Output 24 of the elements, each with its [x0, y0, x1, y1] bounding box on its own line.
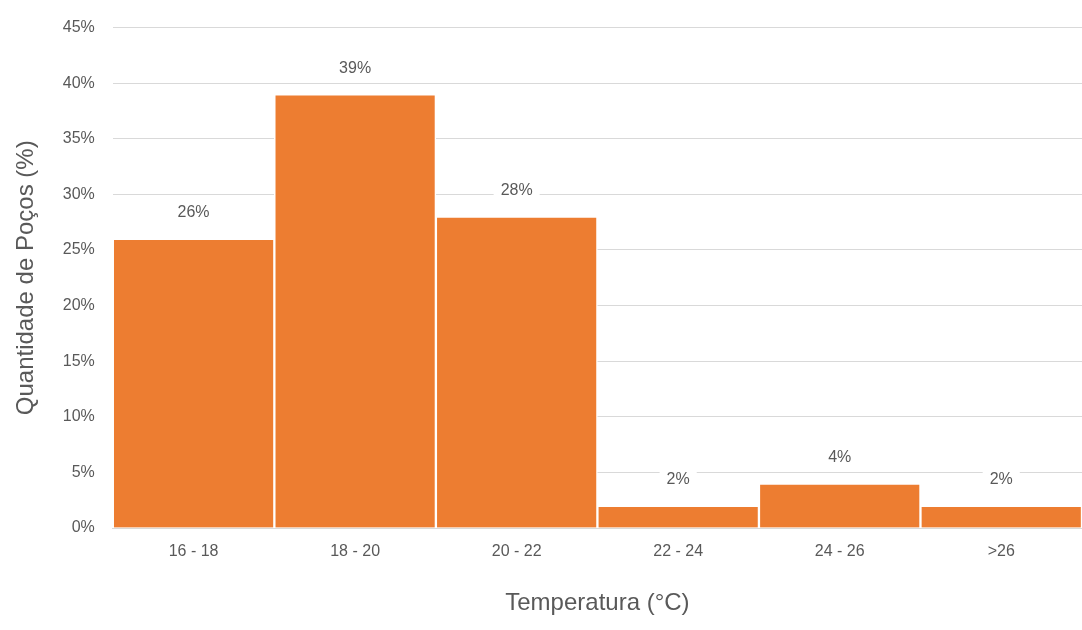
y-tick-label: 25% [62, 240, 95, 258]
y-tick-label: 30% [62, 184, 95, 202]
data-label: 4% [828, 447, 852, 465]
y-tick-label: 10% [62, 407, 95, 425]
x-tick-label: >26 [987, 542, 1015, 560]
y-tick-label: 5% [71, 462, 95, 480]
y-tick-label: 0% [71, 518, 95, 536]
y-tick-label: 15% [62, 351, 95, 369]
data-label: 2% [666, 470, 690, 488]
x-axis-title: Temperatura (°C) [505, 588, 690, 616]
x-tick-label: 22 - 24 [653, 542, 704, 560]
y-tick-label: 45% [62, 18, 95, 36]
y-tick-label: 40% [62, 73, 95, 91]
y-axis-title: Quantidade de Poços (%) [11, 140, 39, 416]
x-tick-label: 18 - 20 [330, 542, 381, 560]
x-tick-label: 24 - 26 [814, 542, 865, 560]
x-tick-label: 20 - 22 [491, 542, 542, 560]
data-label: 26% [177, 203, 210, 221]
x-tick-label: 16 - 18 [168, 542, 219, 560]
data-label: 39% [339, 58, 372, 76]
y-tick-label: 35% [62, 129, 95, 147]
y-tick-label: 20% [62, 296, 95, 314]
data-label: 2% [989, 470, 1013, 488]
data-label: 28% [500, 181, 533, 199]
